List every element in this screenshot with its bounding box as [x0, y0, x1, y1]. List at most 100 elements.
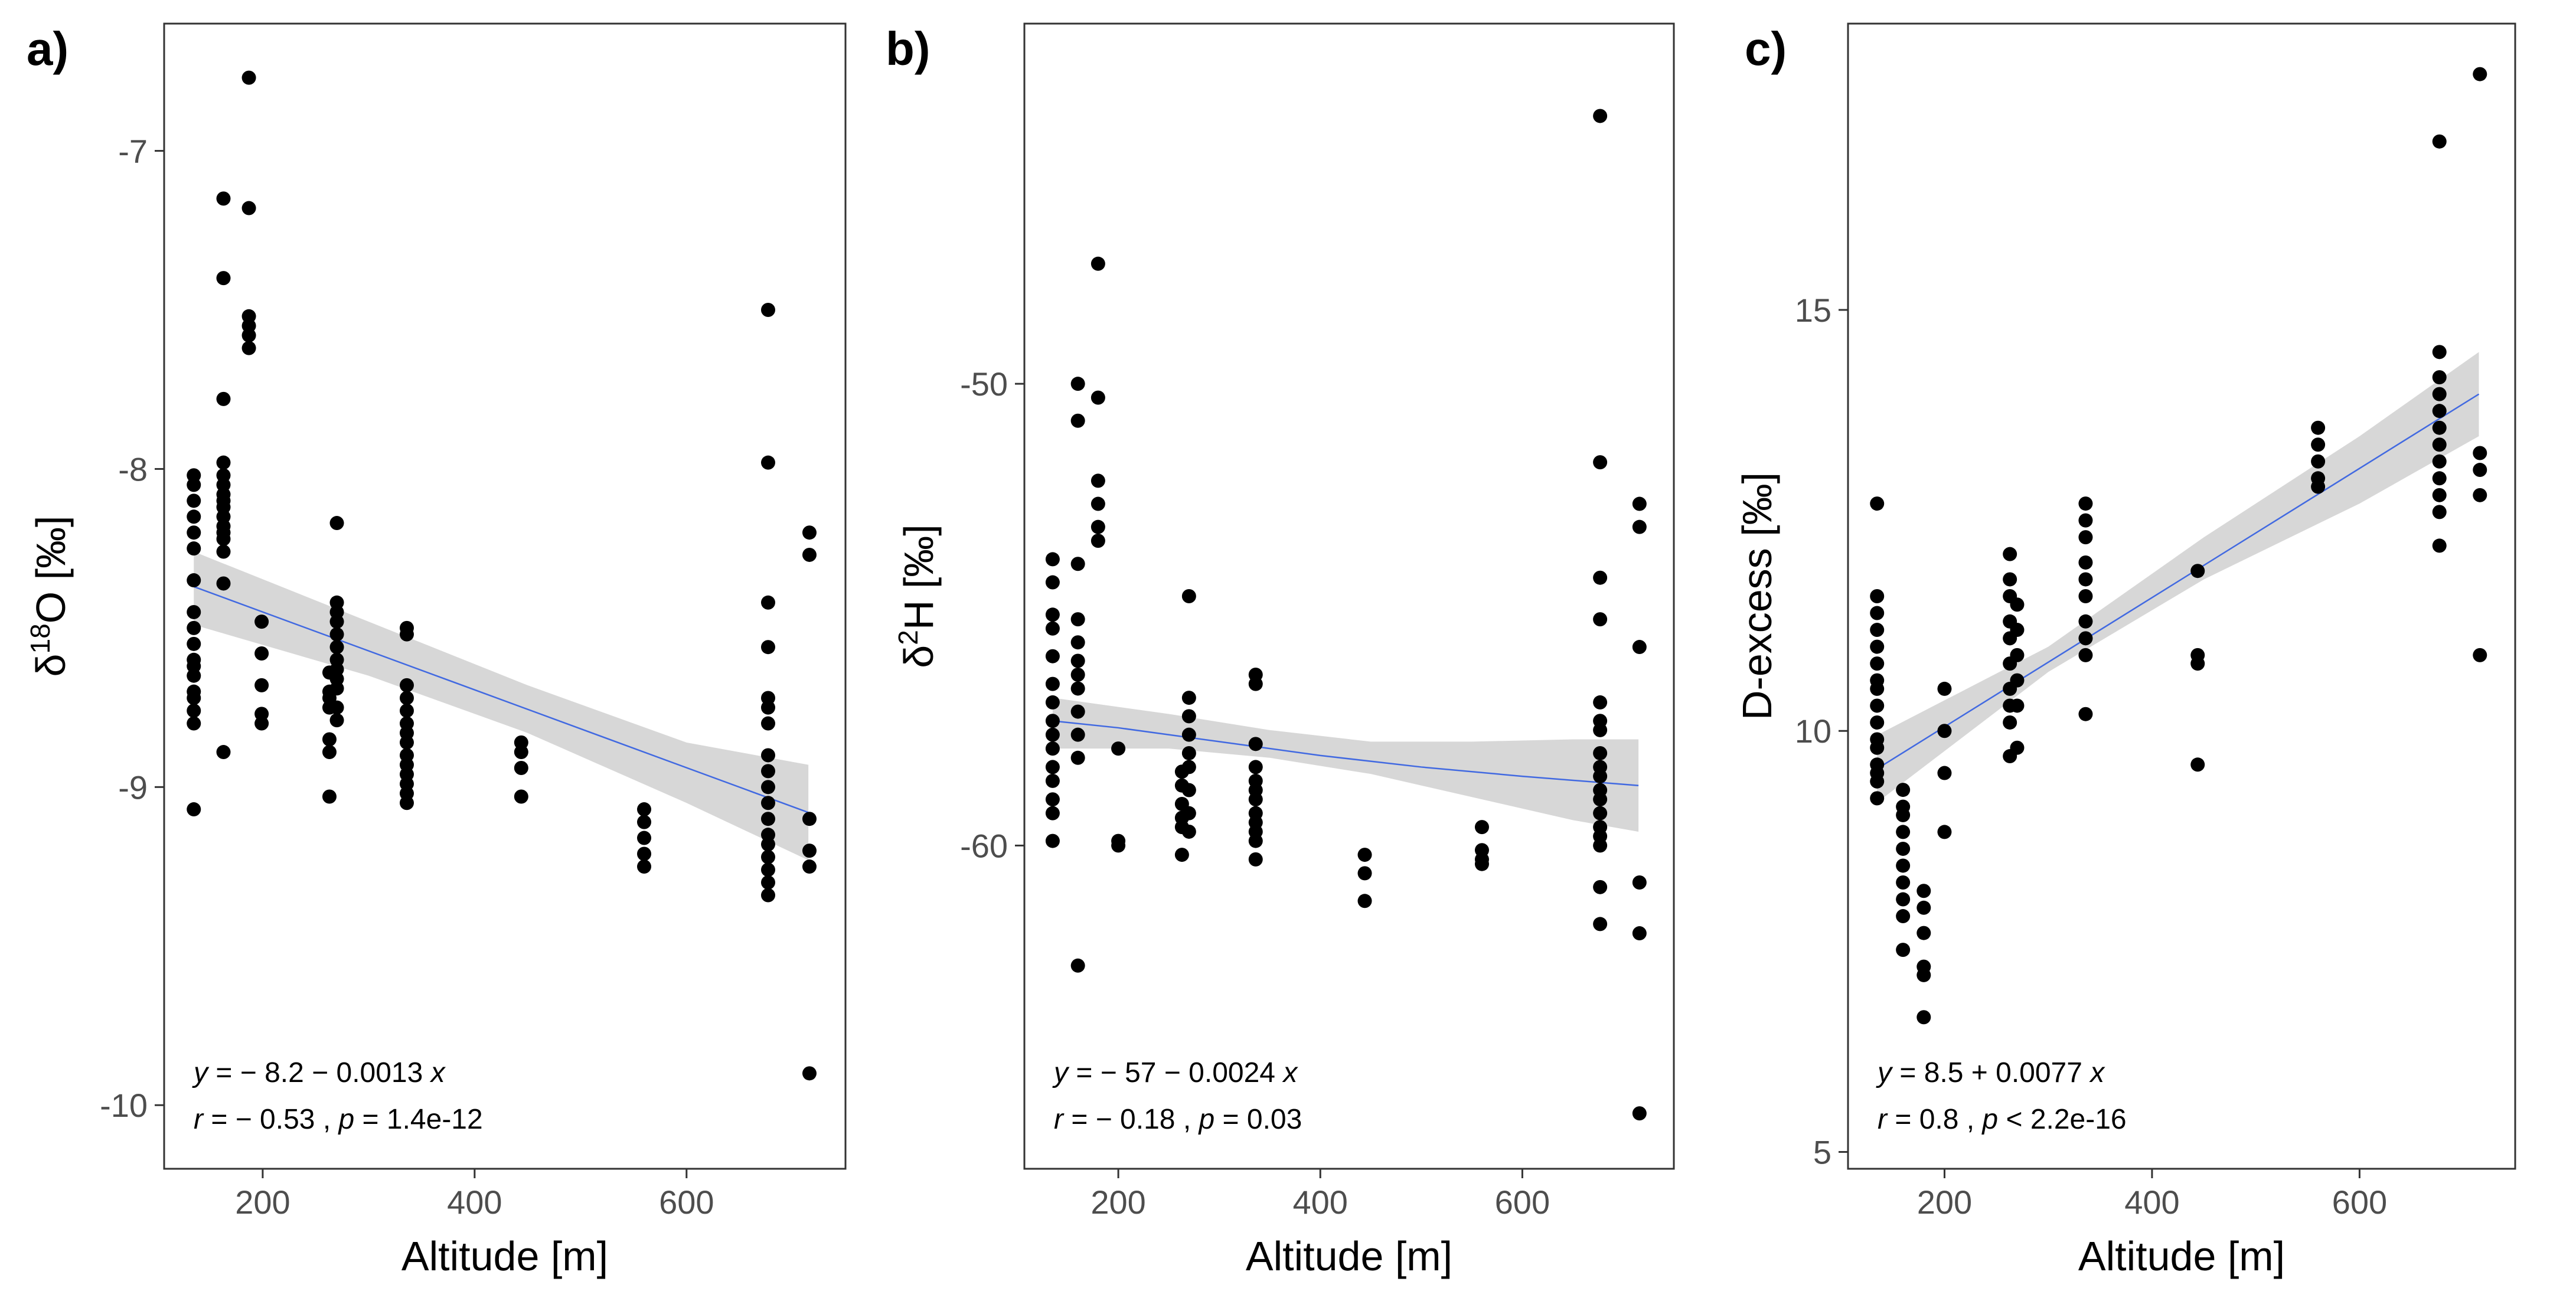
data-point: [802, 525, 817, 540]
data-point: [216, 271, 231, 286]
data-point: [1045, 649, 1060, 663]
data-point: [2473, 67, 2487, 81]
data-point: [329, 640, 344, 655]
data-point: [329, 516, 344, 531]
equation-y-symbol: y: [1876, 1057, 1893, 1088]
data-point: [760, 837, 775, 852]
data-point: [1248, 760, 1263, 774]
data-point: [1593, 838, 1608, 853]
x-tick-label: 600: [2332, 1184, 2387, 1221]
data-point: [760, 862, 775, 877]
data-point: [216, 455, 231, 470]
data-point: [399, 796, 414, 810]
data-point: [216, 544, 231, 559]
data-point: [1870, 656, 1885, 671]
data-point: [1593, 455, 1608, 470]
data-point: [1937, 724, 1952, 738]
data-point: [1070, 653, 1085, 668]
data-point: [1632, 926, 1647, 941]
data-point: [1045, 607, 1060, 622]
data-point: [2432, 387, 2447, 401]
y-axis-title: D-excess [‰]: [1734, 472, 1780, 720]
data-point: [399, 704, 414, 718]
correlation-stats: r = − 0.53 , p = 1.4e-12: [194, 1104, 483, 1135]
data-point: [1070, 377, 1085, 391]
data-point: [1917, 884, 1931, 898]
data-point: [1870, 639, 1885, 654]
data-point: [187, 691, 201, 705]
equation-y-symbol: y: [192, 1057, 210, 1088]
data-point: [187, 509, 201, 524]
data-point: [216, 532, 231, 546]
correlation-stats: r = 0.8 , p < 2.2e-16: [1878, 1104, 2127, 1135]
x-tick-label: 400: [1293, 1184, 1348, 1221]
data-point: [1181, 727, 1196, 742]
data-point: [1474, 857, 1489, 871]
data-point: [760, 796, 775, 810]
data-point: [1593, 109, 1608, 123]
data-point: [399, 627, 414, 642]
y-tick-label: -50: [960, 365, 1008, 403]
data-point: [1248, 676, 1263, 691]
data-point: [2078, 648, 2093, 662]
data-point: [1896, 909, 1911, 924]
data-point: [802, 1066, 817, 1081]
data-point: [322, 745, 337, 760]
data-point: [2190, 656, 2205, 671]
data-point: [329, 700, 344, 715]
data-point: [760, 455, 775, 470]
data-point: [2311, 437, 2326, 452]
axis-frame: [163, 22, 847, 1170]
equation-terms: = 8.5 + 0.0077: [1892, 1057, 2090, 1088]
data-point: [187, 493, 201, 508]
data-point: [329, 713, 344, 728]
equation-terms: = − 8.2 − 0.0013: [208, 1057, 431, 1088]
data-point: [1937, 681, 1952, 696]
data-point: [2010, 623, 2025, 638]
x-axis-title: Altitude [m]: [401, 1233, 608, 1279]
data-point: [1045, 760, 1060, 774]
y-axis-title-main: D-excess [‰]: [1734, 472, 1780, 720]
x-tick-label: 600: [659, 1184, 714, 1221]
data-point: [2432, 420, 2447, 435]
data-point: [2078, 530, 2093, 545]
data-point: [2078, 589, 2093, 603]
data-point: [1896, 892, 1911, 907]
r-symbol: r: [1878, 1104, 1888, 1135]
correlation-stats: r = − 0.18 , p = 0.03: [1054, 1104, 1302, 1135]
data-point: [1070, 727, 1085, 742]
data-point: [802, 844, 817, 858]
data-point: [2311, 454, 2326, 469]
data-point: [1091, 496, 1105, 511]
data-point: [1181, 709, 1196, 724]
plot-area: [1024, 24, 1674, 1169]
equation-x-symbol: x: [2089, 1057, 2105, 1088]
x-tick-label: 200: [1917, 1184, 1972, 1221]
data-point: [1070, 413, 1085, 428]
data-point: [637, 831, 652, 845]
data-point: [802, 812, 817, 826]
y-tick-label: -7: [118, 133, 148, 170]
data-point: [1248, 852, 1263, 867]
data-point: [1070, 681, 1085, 696]
data-point: [2432, 538, 2447, 553]
data-point: [514, 789, 528, 804]
data-point: [1593, 695, 1608, 710]
data-point: [1593, 570, 1608, 585]
data-point: [637, 859, 652, 874]
data-point: [1870, 606, 1885, 620]
data-point: [1870, 496, 1885, 511]
equation-x-symbol: x: [1282, 1057, 1298, 1088]
data-point: [1091, 390, 1105, 405]
data-point: [1896, 875, 1911, 890]
data-point: [241, 201, 256, 215]
data-point: [1937, 825, 1952, 839]
data-point: [2432, 134, 2447, 149]
data-point: [216, 576, 231, 591]
data-point: [1917, 1010, 1931, 1025]
confidence-band: [1052, 698, 1639, 832]
data-point: [1181, 824, 1196, 839]
r-value: = − 0.53 ,: [203, 1104, 339, 1135]
data-point: [2311, 479, 2326, 494]
data-point: [329, 681, 344, 696]
